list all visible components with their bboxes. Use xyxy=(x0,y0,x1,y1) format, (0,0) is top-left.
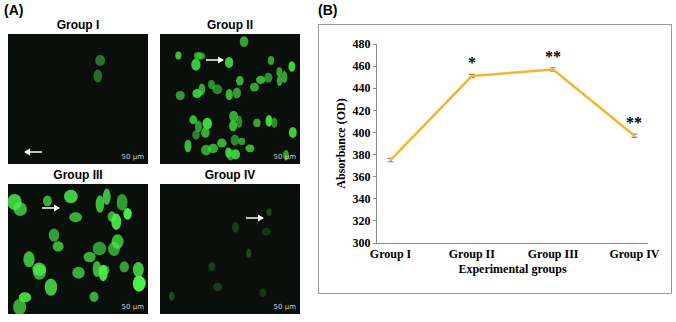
svg-text:360: 360 xyxy=(353,170,371,184)
html-text:Group I: Group I xyxy=(56,18,100,32)
html-text:Group II: Group II xyxy=(207,18,253,32)
html-text:Group IV: Group IV xyxy=(204,168,256,182)
html-text:(B): (B) xyxy=(318,2,338,18)
svg-text:Group III: Group III xyxy=(528,247,579,261)
svg-text:**: ** xyxy=(626,114,642,131)
svg-text:Group IV: Group IV xyxy=(609,247,659,261)
svg-text:Absorbance (OD): Absorbance (OD) xyxy=(334,98,348,188)
svg-text:340: 340 xyxy=(353,192,371,206)
svg-text:460: 460 xyxy=(353,59,371,73)
svg-text:Group II: Group II xyxy=(449,247,495,261)
html-text:(A): (A) xyxy=(4,2,24,18)
html-text:Group III: Group III xyxy=(53,168,103,182)
svg-text:*: * xyxy=(468,54,476,71)
svg-text:50 μm: 50 μm xyxy=(274,303,297,311)
svg-text:400: 400 xyxy=(353,126,371,140)
svg-text:320: 320 xyxy=(353,214,371,228)
svg-text:50 μm: 50 μm xyxy=(122,153,145,161)
svg-text:440: 440 xyxy=(353,81,371,95)
svg-text:Group I: Group I xyxy=(370,247,412,261)
svg-text:300: 300 xyxy=(353,236,371,250)
svg-text:480: 480 xyxy=(353,37,371,51)
svg-text:380: 380 xyxy=(353,148,371,162)
svg-text:50 μm: 50 μm xyxy=(274,153,297,161)
svg-text:**: ** xyxy=(545,48,561,65)
svg-text:Experimental groups: Experimental groups xyxy=(458,262,566,276)
svg-text:420: 420 xyxy=(353,104,371,118)
svg-text:50 μm: 50 μm xyxy=(122,303,145,311)
